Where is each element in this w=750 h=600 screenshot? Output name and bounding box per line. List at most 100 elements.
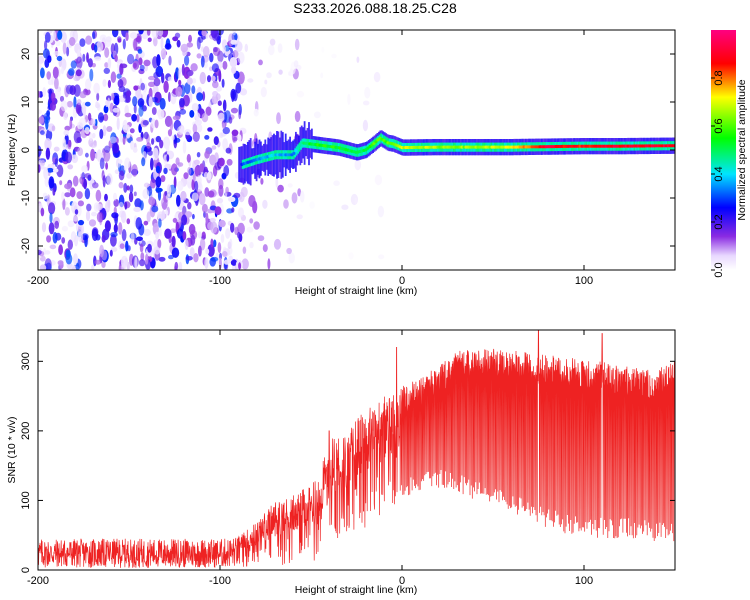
noise-blob — [179, 108, 187, 115]
noise-blob — [177, 126, 185, 135]
noise-blob — [73, 253, 78, 266]
noise-blob — [124, 112, 132, 118]
noise-blob — [124, 157, 131, 169]
colorbar-tick-label: 0.6 — [713, 118, 725, 133]
noise-blob — [201, 30, 207, 37]
noise-blob — [201, 231, 206, 240]
noise-blob — [102, 125, 107, 137]
noise-blob — [204, 150, 210, 159]
noise-blob — [114, 213, 118, 225]
noise-blob — [96, 92, 100, 102]
noise-blob — [94, 259, 102, 265]
noise-blob — [182, 231, 187, 241]
noise-blob — [238, 207, 244, 218]
noise-blob — [113, 192, 117, 201]
colorbar-tick-label: 0.0 — [713, 262, 725, 277]
noise-blob — [214, 206, 222, 216]
noise-blob — [74, 209, 79, 215]
noise-blob — [177, 180, 184, 191]
noise-blob — [168, 91, 171, 103]
noise-blob — [101, 235, 106, 243]
noise-blob — [203, 171, 209, 179]
noise-blob — [114, 54, 118, 62]
noise-blob — [40, 67, 45, 79]
noise-blob — [63, 111, 68, 121]
noise-blob — [67, 140, 72, 150]
snr-xlabel: Height of straight line (km) — [295, 584, 418, 596]
snr-frame — [37, 329, 676, 571]
noise-blob — [160, 175, 166, 183]
noise-blob — [53, 51, 60, 56]
noise-blob — [209, 217, 216, 223]
noise-blob — [65, 253, 73, 265]
y-tick-label: 200 — [20, 422, 32, 440]
spectrogram-signal — [238, 121, 675, 186]
noise-blob — [132, 147, 138, 153]
noise-blob — [64, 207, 70, 216]
noise-blob — [152, 96, 158, 103]
noise-blob — [53, 146, 60, 152]
noise-blob — [262, 244, 268, 253]
noise-blob — [294, 38, 300, 51]
noise-blob — [81, 165, 88, 173]
noise-blob — [299, 190, 305, 203]
noise-blob — [112, 30, 119, 38]
noise-blob — [127, 53, 135, 65]
noise-blob — [237, 51, 245, 64]
noise-blob — [119, 63, 124, 76]
snr-x-ticks: -200 -100 0 100 — [27, 330, 593, 587]
noise-blob — [194, 166, 200, 177]
noise-blob — [163, 80, 169, 93]
noise-blob — [186, 69, 194, 77]
noise-blob — [86, 52, 89, 63]
signal-core — [294, 149, 298, 153]
noise-blob — [223, 259, 231, 265]
noise-blob — [150, 178, 156, 189]
noise-blob — [128, 191, 134, 203]
noise-blob — [79, 91, 87, 99]
figure-title: S233.2026.088.18.25.C28 — [293, 0, 457, 16]
noise-blob — [241, 258, 249, 270]
noise-blob — [233, 192, 241, 199]
noise-blob — [180, 190, 187, 202]
noise-blob — [73, 96, 77, 109]
noise-blob — [77, 219, 85, 226]
noise-blob — [64, 192, 71, 198]
noise-blob — [205, 212, 209, 224]
noise-blob — [91, 211, 97, 217]
noise-blob — [171, 135, 175, 141]
noise-blob — [198, 193, 206, 206]
noise-blob — [153, 77, 161, 87]
noise-blob — [166, 184, 172, 197]
noise-blob — [136, 236, 143, 242]
noise-blob — [104, 62, 109, 68]
spectrogram-ylabel: Frequency (Hz) — [6, 114, 18, 186]
noise-blob — [192, 213, 195, 220]
noise-blob — [88, 132, 94, 141]
noise-blob — [211, 75, 216, 82]
noise-blob — [172, 36, 179, 42]
noise-blob — [110, 247, 118, 252]
noise-blob — [181, 214, 188, 226]
noise-blob — [170, 228, 177, 233]
noise-blob — [201, 203, 208, 213]
noise-blob — [103, 105, 109, 114]
noise-blob — [118, 170, 125, 181]
noise-blob — [198, 231, 202, 239]
noise-blob — [167, 129, 173, 137]
noise-blob — [52, 30, 57, 40]
noise-blob — [196, 123, 203, 133]
noise-blob — [38, 90, 41, 98]
noise-blob — [278, 69, 283, 75]
noise-blob — [84, 101, 91, 107]
noise-blob — [222, 251, 228, 257]
noise-blob — [102, 175, 106, 188]
noise-blob — [148, 81, 156, 88]
noise-blob — [237, 134, 242, 142]
noise-blob — [114, 95, 120, 106]
noise-blob — [296, 214, 303, 220]
noise-blob — [98, 112, 104, 123]
noise-blob — [138, 57, 143, 66]
noise-blob — [104, 220, 111, 233]
